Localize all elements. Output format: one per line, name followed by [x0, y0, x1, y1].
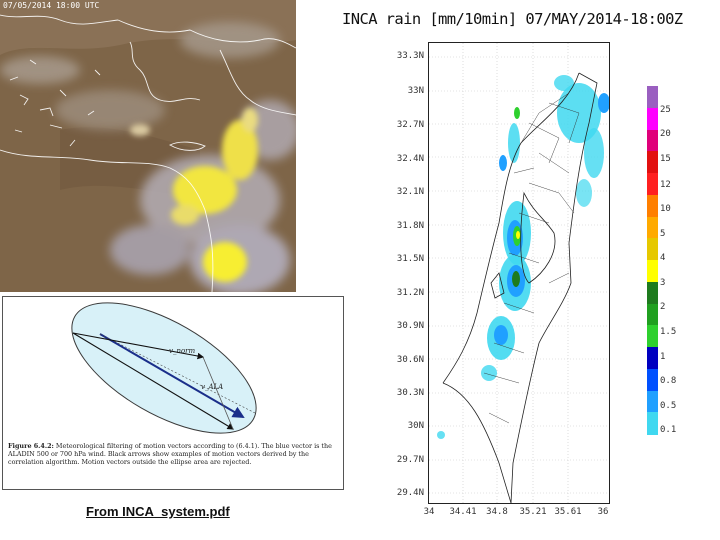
colorbar-label: 2	[660, 302, 666, 312]
y-tick-label: 29.7N	[396, 455, 424, 465]
motion-vector-a	[72, 332, 205, 360]
y-tick-label: 33N	[407, 86, 424, 96]
colorbar-swatch	[647, 151, 658, 174]
vnorm-label: v_norm	[169, 347, 196, 355]
figure-caption-title: Figure 6.4.2:	[8, 442, 54, 450]
filter-ellipse	[71, 302, 257, 434]
colorbar-label: 3	[660, 278, 666, 288]
vala-label: v_ALA	[201, 383, 223, 391]
colorbar-label: 10	[660, 204, 671, 214]
colorbar-label: 5	[660, 229, 666, 239]
figure-caption: Figure 6.4.2: Meteorological filtering o…	[8, 442, 338, 466]
colorbar-swatch	[647, 129, 658, 152]
y-tick-label: 33.3N	[396, 51, 424, 61]
figure-caption-text: Meteorological filtering of motion vecto…	[8, 442, 332, 466]
colorbar-swatch	[647, 107, 658, 130]
colorbar-label: 0.5	[660, 401, 677, 411]
colorbar-label: 25	[660, 105, 671, 115]
colorbar-label: 20	[660, 129, 671, 139]
y-tick-label: 32.7N	[396, 120, 424, 130]
y-tick-label: 30.9N	[396, 321, 424, 331]
source-reference: From INCA_system.pdf	[86, 504, 230, 519]
colorbar-label: 4	[660, 253, 666, 263]
inca-rain-map	[428, 42, 610, 504]
colorbar-label: 15	[660, 154, 671, 164]
x-tick-label: 36	[597, 507, 609, 517]
x-tick-label: 34.8	[486, 507, 508, 517]
colorbar-swatch	[647, 281, 658, 304]
colorbar-swatch	[647, 303, 658, 326]
colorbar-swatch	[647, 412, 658, 435]
colorbar-swatch	[647, 216, 658, 239]
y-tick-label: 30.6N	[396, 355, 424, 365]
x-tick-label: 35.61	[554, 507, 582, 517]
colorbar-swatch	[647, 347, 658, 370]
y-tick-label: 32.4N	[396, 154, 424, 164]
colorbar-swatch	[647, 390, 658, 413]
colorbar-swatch	[647, 260, 658, 283]
rain-colorbar	[647, 86, 658, 435]
motion-vector-figure: v_norm v_ALA Figure 6.4.2: Meteorologica…	[2, 296, 344, 490]
x-tick-label: 35.21	[519, 507, 547, 517]
colorbar-label: 0.8	[660, 376, 677, 386]
y-tick-label: 30N	[407, 421, 424, 431]
colorbar-swatch	[647, 194, 658, 217]
inca-map-title: INCA rain [mm/10min] 07/MAY/2014-18:00Z	[342, 10, 683, 28]
colorbar-swatch	[647, 368, 658, 391]
colorbar-swatch	[647, 325, 658, 348]
y-tick-label: 30.3N	[396, 388, 424, 398]
ala-wind-vector	[99, 333, 245, 419]
colorbar-swatch	[647, 86, 658, 109]
satellite-image: 07/05/2014 18:00 UTC	[0, 0, 296, 292]
y-tick-label: 32.1N	[396, 187, 424, 197]
colorbar-label: 0.1	[660, 425, 677, 435]
colorbar-label: 1	[660, 352, 666, 362]
y-tick-label: 29.4N	[396, 488, 424, 498]
y-tick-label: 31.8N	[396, 221, 424, 231]
colorbar-label: 12	[660, 180, 671, 190]
x-tick-label: 34.41	[449, 507, 477, 517]
colorbar-swatch	[647, 238, 658, 261]
motion-vector-b	[72, 332, 234, 430]
x-tick-label: 34	[423, 507, 435, 517]
colorbar-swatch	[647, 173, 658, 196]
y-tick-label: 31.2N	[396, 288, 424, 298]
colorbar-label: 1.5	[660, 327, 677, 337]
y-tick-label: 31.5N	[396, 254, 424, 264]
precipitation-field	[437, 75, 609, 439]
satellite-timestamp: 07/05/2014 18:00 UTC	[3, 1, 100, 10]
